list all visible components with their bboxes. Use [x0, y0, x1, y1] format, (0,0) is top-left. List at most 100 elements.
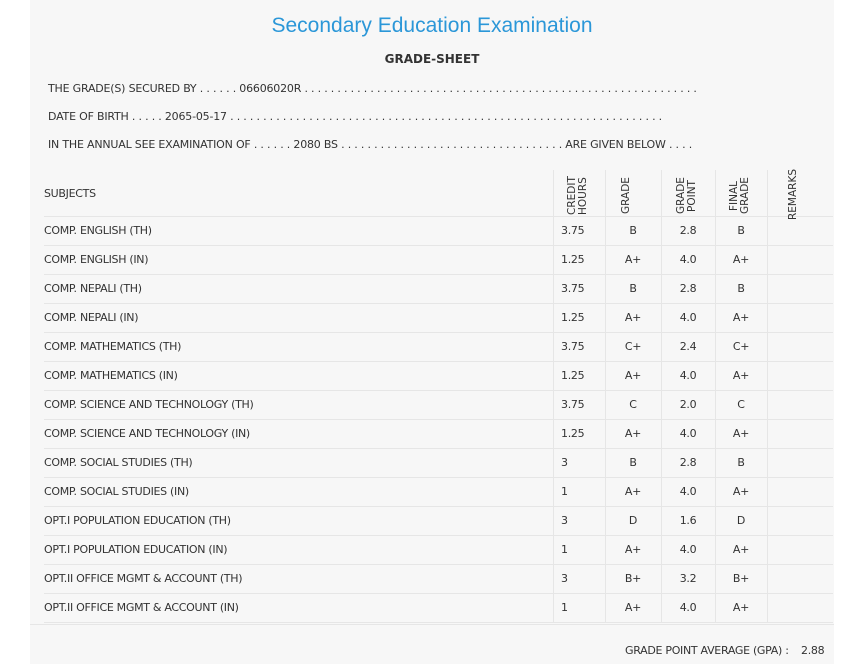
- table-cell: 2.8: [679, 456, 697, 469]
- row-line: [44, 245, 833, 246]
- row-line: [44, 477, 833, 478]
- table-cell: A+: [732, 427, 750, 440]
- table-cell: 1: [561, 543, 568, 556]
- table-cell: A+: [624, 601, 642, 614]
- table-cell: A+: [624, 253, 642, 266]
- row-line: [44, 419, 833, 420]
- table-cell: B: [629, 224, 637, 237]
- table-cell: A+: [732, 485, 750, 498]
- table-cell: B: [737, 224, 745, 237]
- table-cell: COMP. NEPALI (TH): [44, 282, 142, 295]
- table-cell: 4.0: [679, 601, 697, 614]
- table-cell: COMP. MATHEMATICS (IN): [44, 369, 178, 382]
- table-cell: 3.75: [561, 282, 585, 295]
- info-line: THE GRADE(S) SECURED BY . . . . . . 0660…: [48, 82, 697, 95]
- col-line: [605, 170, 606, 622]
- table-cell: 4.0: [679, 369, 697, 382]
- table-cell: 1.6: [679, 514, 697, 527]
- table-cell: 2.8: [679, 282, 697, 295]
- table-cell: COMP. SCIENCE AND TECHNOLOGY (IN): [44, 427, 250, 440]
- table-cell: C+: [732, 340, 750, 353]
- col-line: [661, 170, 662, 622]
- col-line: [767, 170, 768, 622]
- row-line: [44, 564, 833, 565]
- footer-line: [30, 624, 834, 625]
- table-cell: 3: [561, 572, 568, 585]
- table-cell: A+: [624, 427, 642, 440]
- col-line: [553, 170, 554, 622]
- subtitle: GRADE-SHEET: [384, 52, 480, 66]
- table-cell: 1.25: [561, 427, 585, 440]
- table-cell: COMP. ENGLISH (IN): [44, 253, 149, 266]
- table-cell: 2.0: [679, 398, 697, 411]
- table-cell: 3.75: [561, 398, 585, 411]
- table-cell: 4.0: [679, 427, 697, 440]
- table-cell: COMP. SOCIAL STUDIES (TH): [44, 456, 193, 469]
- table-cell: OPT.II OFFICE MGMT & ACCOUNT (IN): [44, 601, 239, 614]
- table-cell: 3.2: [679, 572, 697, 585]
- row-line: [44, 506, 833, 507]
- row-line: [44, 535, 833, 536]
- row-line: [44, 332, 833, 333]
- header-cell: FINAL GRADE: [728, 177, 751, 215]
- table-cell: D: [628, 514, 638, 527]
- table-cell: COMP. MATHEMATICS (TH): [44, 340, 182, 353]
- table-cell: B: [629, 456, 637, 469]
- header-cell: CREDIT HOURS: [566, 176, 589, 216]
- table-cell: 1: [561, 601, 568, 614]
- table-cell: 1.25: [561, 369, 585, 382]
- table-cell: A+: [732, 369, 750, 382]
- info-line: IN THE ANNUAL SEE EXAMINATION OF . . . .…: [48, 138, 693, 151]
- gpa-label: GRADE POINT AVERAGE (GPA) :: [625, 644, 789, 657]
- table-cell: 4.0: [679, 543, 697, 556]
- row-line: [44, 390, 833, 391]
- table-cell: 2.4: [679, 340, 697, 353]
- table-cell: 3.75: [561, 340, 585, 353]
- header-cell: REMARKS: [787, 168, 799, 220]
- row-line: [44, 448, 833, 449]
- row-line: [44, 593, 833, 594]
- table-cell: 1: [561, 485, 568, 498]
- table-cell: C: [737, 398, 745, 411]
- table-cell: C: [629, 398, 637, 411]
- table-cell: A+: [732, 543, 750, 556]
- table-cell: 3: [561, 514, 568, 527]
- table-cell: A+: [732, 601, 750, 614]
- row-line: [44, 216, 833, 217]
- table-cell: B+: [624, 572, 642, 585]
- header-cell: GRADE: [620, 177, 632, 215]
- row-line: [44, 622, 833, 623]
- info-line: DATE OF BIRTH . . . . . 2065-05-17 . . .…: [48, 110, 662, 123]
- table-cell: B: [737, 456, 745, 469]
- table-cell: B: [629, 282, 637, 295]
- table-cell: A+: [624, 485, 642, 498]
- table-cell: C+: [624, 340, 642, 353]
- table-cell: 4.0: [679, 311, 697, 324]
- table-cell: A+: [624, 311, 642, 324]
- row-line: [44, 361, 833, 362]
- table-cell: 3: [561, 456, 568, 469]
- table-cell: OPT.II OFFICE MGMT & ACCOUNT (TH): [44, 572, 243, 585]
- title: Secondary Education Examination: [271, 14, 593, 37]
- table-cell: 2.8: [679, 224, 697, 237]
- table-cell: 1.25: [561, 311, 585, 324]
- table-cell: OPT.I POPULATION EDUCATION (TH): [44, 514, 231, 527]
- table-cell: A+: [624, 543, 642, 556]
- table-cell: A+: [732, 253, 750, 266]
- table-cell: COMP. NEPALI (IN): [44, 311, 139, 324]
- header-cell: GRADE POINT: [675, 177, 698, 215]
- table-cell: D: [736, 514, 746, 527]
- row-line: [44, 303, 833, 304]
- table-cell: COMP. SCIENCE AND TECHNOLOGY (TH): [44, 398, 254, 411]
- table-cell: A+: [732, 311, 750, 324]
- table-cell: 1.25: [561, 253, 585, 266]
- table-cell: B+: [732, 572, 750, 585]
- table-cell: 3.75: [561, 224, 585, 237]
- table-cell: COMP. SOCIAL STUDIES (IN): [44, 485, 189, 498]
- table-cell: OPT.I POPULATION EDUCATION (IN): [44, 543, 228, 556]
- grade-sheet: Secondary Education Examination GRADE-SH…: [30, 0, 834, 664]
- gpa-value: 2.88: [801, 644, 825, 657]
- col-line: [715, 170, 716, 622]
- table-cell: A+: [624, 369, 642, 382]
